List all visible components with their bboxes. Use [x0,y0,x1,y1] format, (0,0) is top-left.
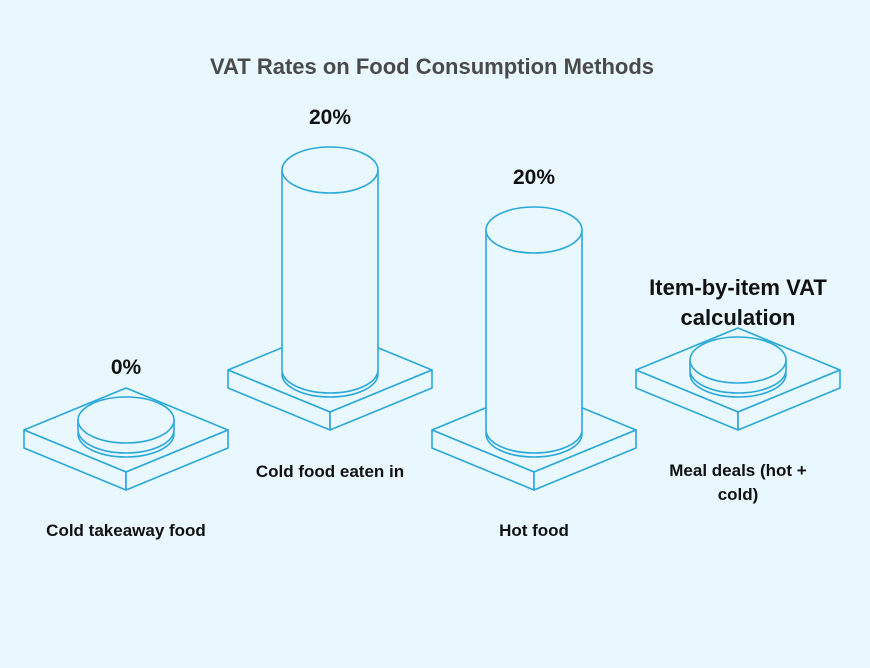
bar-top-cap [689,336,787,384]
bar-top-cap [485,206,583,254]
bar-3 [431,206,637,491]
bar-platform-side-right [533,429,637,491]
value-label: Item-by-item VAT calculation [649,275,827,330]
bar-1 [23,387,229,491]
category-label: Cold food eaten in [256,462,404,481]
bar-body [281,169,379,394]
chart-title: VAT Rates on Food Consumption Methods [210,54,654,79]
bar-4 [635,327,841,431]
bar-top-cap [281,146,379,194]
bar-platform-side-right [125,429,229,491]
bar-top-cap [77,396,175,444]
bar-body [485,229,583,454]
category-label: Meal deals (hot + cold) [669,461,807,504]
category-label: Cold takeaway food [46,521,206,540]
value-label: 0% [111,356,142,379]
value-label: 20% [513,166,555,189]
value-label: 20% [309,106,351,129]
category-label: Hot food [499,521,569,540]
labels-layer: 0% Cold takeaway food 20% Cold food eaten i… [46,106,827,540]
bar-platform-side-right [737,369,841,431]
bars-layer [23,146,841,491]
bar-platform-side-right [329,369,433,431]
bar-2 [227,146,433,431]
